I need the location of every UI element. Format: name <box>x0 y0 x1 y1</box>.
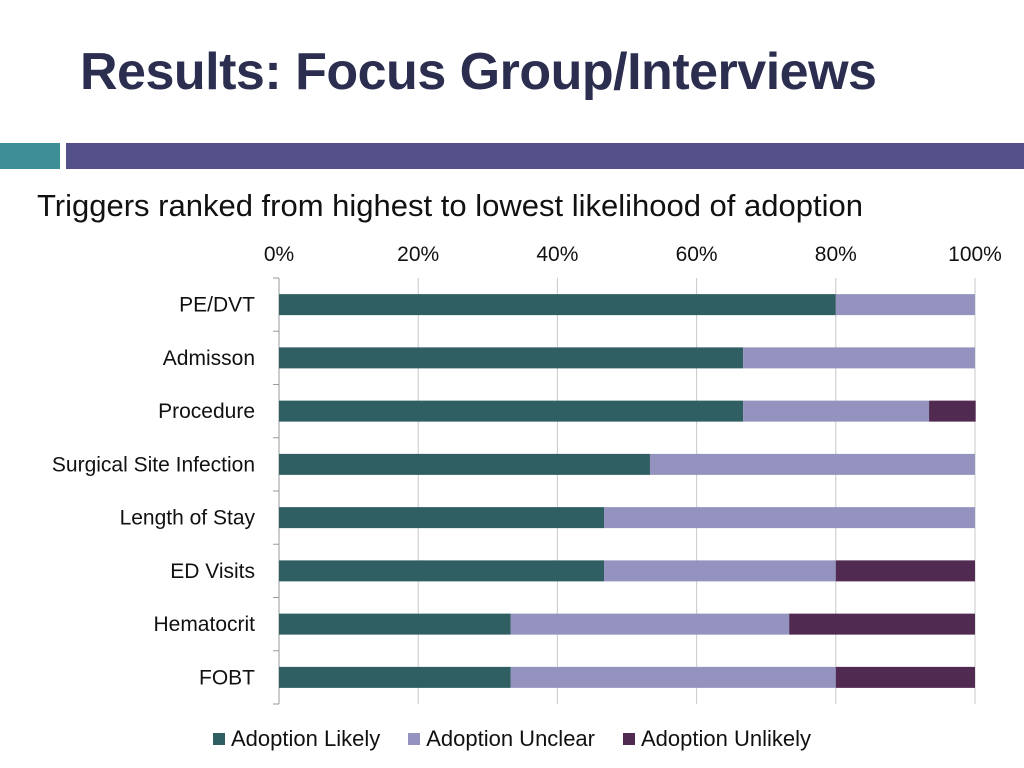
category-label: FOBT <box>199 666 255 689</box>
tick-layer: 0% 20% 40% 60% 80% 100% <box>264 243 1002 266</box>
bar-segment <box>279 453 650 475</box>
x-tick-label: 40% <box>536 243 578 266</box>
category-label-layer: PE/DVT Admisson Procedure Surgical Site Inf… <box>52 294 256 690</box>
grid-layer <box>273 277 976 705</box>
title-accent-bar-right <box>66 143 1024 169</box>
category-label: PE/DVT <box>179 294 255 317</box>
title-accent-bar-left <box>0 143 60 169</box>
category-label: Admisson <box>163 347 255 370</box>
bar-segment <box>279 347 744 369</box>
bar-segment <box>789 613 975 635</box>
legend-swatch <box>408 733 421 745</box>
legend-label: Adoption Likely <box>231 726 381 751</box>
x-tick-label: 0% <box>264 243 294 266</box>
legend-item: Adoption Unclear <box>408 726 595 752</box>
bar-segment <box>510 666 836 688</box>
bar-segment <box>279 613 511 635</box>
bar-segment <box>604 560 836 582</box>
x-tick-label: 100% <box>948 243 1002 266</box>
category-label: Hematocrit <box>153 613 255 636</box>
bar-segment <box>279 560 605 582</box>
slide-title: Results: Focus Group/Interviews <box>80 43 877 101</box>
bar-segment <box>835 666 975 688</box>
bar-segment <box>604 507 975 529</box>
legend-swatch <box>213 733 225 745</box>
bar-segment <box>279 294 836 316</box>
bar-segment <box>649 453 975 475</box>
chart-subtitle: Triggers ranked from highest to lowest l… <box>37 188 863 223</box>
bar-layer <box>279 294 976 688</box>
bar-segment <box>510 613 790 635</box>
bar-segment <box>279 507 605 529</box>
chart-legend: Adoption Likely Adoption Unclear Adoption … <box>0 726 1024 752</box>
category-label: ED Visits <box>170 560 255 583</box>
bar-segment <box>929 400 976 422</box>
bar-segment <box>835 560 975 582</box>
bar-segment <box>743 347 975 369</box>
bar-segment <box>279 666 511 688</box>
bar-segment <box>279 400 744 422</box>
bar-segment <box>835 294 975 316</box>
x-tick-label: 60% <box>676 243 718 266</box>
legend-swatch <box>623 733 635 745</box>
x-tick-label: 20% <box>397 243 439 266</box>
legend-item: Adoption Unlikely <box>623 726 811 752</box>
category-label: Surgical Site Infection <box>52 453 255 476</box>
x-tick-label: 80% <box>815 243 857 266</box>
category-label: Procedure <box>158 400 255 423</box>
legend-label: Adoption Unclear <box>426 726 595 751</box>
legend-item: Adoption Likely <box>213 726 380 752</box>
bar-segment <box>743 400 930 422</box>
stacked-bar-chart: 0% 20% 40% 60% 80% 100% PE/DVT Admisson Procedu… <box>52 243 1002 705</box>
category-label: Length of Stay <box>120 507 256 530</box>
legend-label: Adoption Unlikely <box>641 726 811 751</box>
